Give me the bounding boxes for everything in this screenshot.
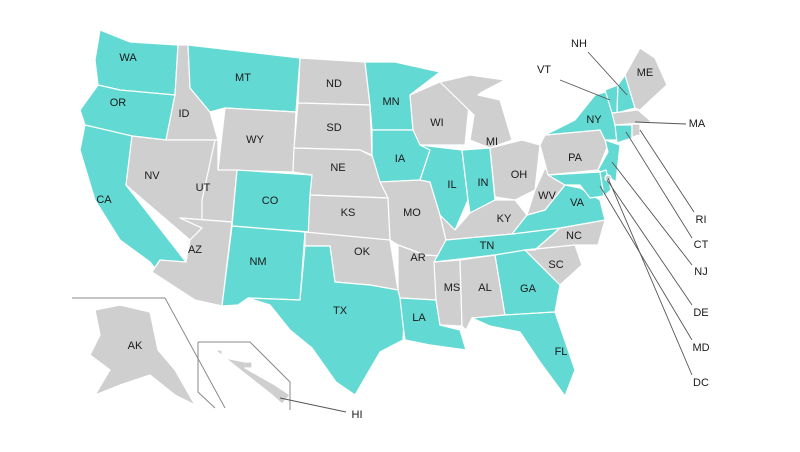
state-label-co: CO xyxy=(262,195,279,207)
state-label-tn: TN xyxy=(480,240,495,252)
state-label-nv: NV xyxy=(144,170,160,182)
leader-line-dc xyxy=(607,177,693,376)
state-label-va: VA xyxy=(570,197,585,209)
leader-line-md xyxy=(599,185,693,341)
state-label-wv: WV xyxy=(538,190,556,202)
state-label-ak: AK xyxy=(128,340,143,352)
state-label-me: ME xyxy=(637,67,654,79)
state-de[interactable] xyxy=(599,169,612,197)
state-label-nh: NH xyxy=(571,38,587,50)
state-label-ne: NE xyxy=(330,162,345,174)
state-label-wi: WI xyxy=(430,117,443,129)
state-label-md: MD xyxy=(692,342,709,354)
state-label-sd: SD xyxy=(326,122,341,134)
state-label-wa: WA xyxy=(119,52,137,64)
state-labels: WA OR CA ID NV MT WY UT AZ CO NM ND SD NE KS OK TX MN IA MO… xyxy=(96,38,709,421)
state-ma[interactable] xyxy=(611,109,653,126)
state-label-id: ID xyxy=(179,108,190,120)
state-mi[interactable] xyxy=(439,74,513,149)
inset-divider-1 xyxy=(72,297,226,409)
leader-line-nj xyxy=(611,161,693,266)
state-label-wy: WY xyxy=(246,134,264,146)
state-label-ma: MA xyxy=(689,118,706,130)
state-label-ga: GA xyxy=(520,283,537,295)
leader-line-vt xyxy=(559,79,611,101)
state-label-al: AL xyxy=(478,282,491,294)
state-ak[interactable] xyxy=(89,304,196,406)
state-label-sc: SC xyxy=(548,259,563,271)
state-label-pa: PA xyxy=(568,152,583,164)
state-label-vt: VT xyxy=(537,64,551,76)
state-label-nj: NJ xyxy=(694,266,707,278)
state-label-mo: MO xyxy=(403,207,421,219)
leader-line-nh xyxy=(587,51,628,96)
leader-line-hi xyxy=(279,397,347,413)
state-label-ks: KS xyxy=(341,207,356,219)
leader-line-de xyxy=(606,179,693,306)
state-label-ny: NY xyxy=(586,114,602,126)
state-label-in: IN xyxy=(478,177,489,189)
state-label-nc: NC xyxy=(566,230,582,242)
state-shapes xyxy=(79,29,668,406)
state-hi[interactable] xyxy=(214,349,291,405)
state-label-dc: DC xyxy=(693,377,709,389)
state-label-oh: OH xyxy=(511,169,528,181)
state-ms[interactable] xyxy=(433,259,463,327)
state-label-ut: UT xyxy=(196,182,211,194)
state-label-il: IL xyxy=(447,179,456,191)
state-label-nm: NM xyxy=(249,256,266,268)
inset-frames xyxy=(72,297,291,410)
inset-divider-2 xyxy=(197,342,216,409)
state-label-hi: HI xyxy=(352,409,363,421)
state-label-la: LA xyxy=(412,312,426,324)
state-label-ar: AR xyxy=(410,252,425,264)
state-label-ri: RI xyxy=(696,214,707,226)
leader-lines xyxy=(279,51,695,413)
state-label-ia: IA xyxy=(395,153,406,165)
state-label-ct: CT xyxy=(694,239,709,251)
state-me[interactable] xyxy=(624,47,668,111)
leader-line-ma xyxy=(634,121,687,125)
state-label-az: AZ xyxy=(188,244,202,256)
leader-line-ri xyxy=(639,129,695,213)
leader-line-ct xyxy=(625,131,693,239)
state-fl[interactable] xyxy=(471,311,576,397)
state-label-ca: CA xyxy=(96,194,112,206)
state-label-fl: FL xyxy=(555,346,568,358)
state-ct[interactable] xyxy=(614,124,633,144)
inset-divider-3 xyxy=(198,341,291,410)
state-ga[interactable] xyxy=(494,249,561,316)
state-ri[interactable] xyxy=(631,123,641,138)
state-label-tx: TX xyxy=(333,305,348,317)
state-label-mn: MN xyxy=(382,96,399,108)
state-label-ms: MS xyxy=(444,282,461,294)
state-label-or: OR xyxy=(110,97,127,109)
state-label-de: DE xyxy=(693,307,708,319)
state-label-ky: KY xyxy=(497,213,512,225)
state-label-mt: MT xyxy=(235,72,251,84)
state-label-ok: OK xyxy=(354,246,371,258)
state-label-mi: MI xyxy=(486,136,498,148)
state-label-nd: ND xyxy=(326,78,342,90)
state-tx[interactable] xyxy=(247,245,406,396)
